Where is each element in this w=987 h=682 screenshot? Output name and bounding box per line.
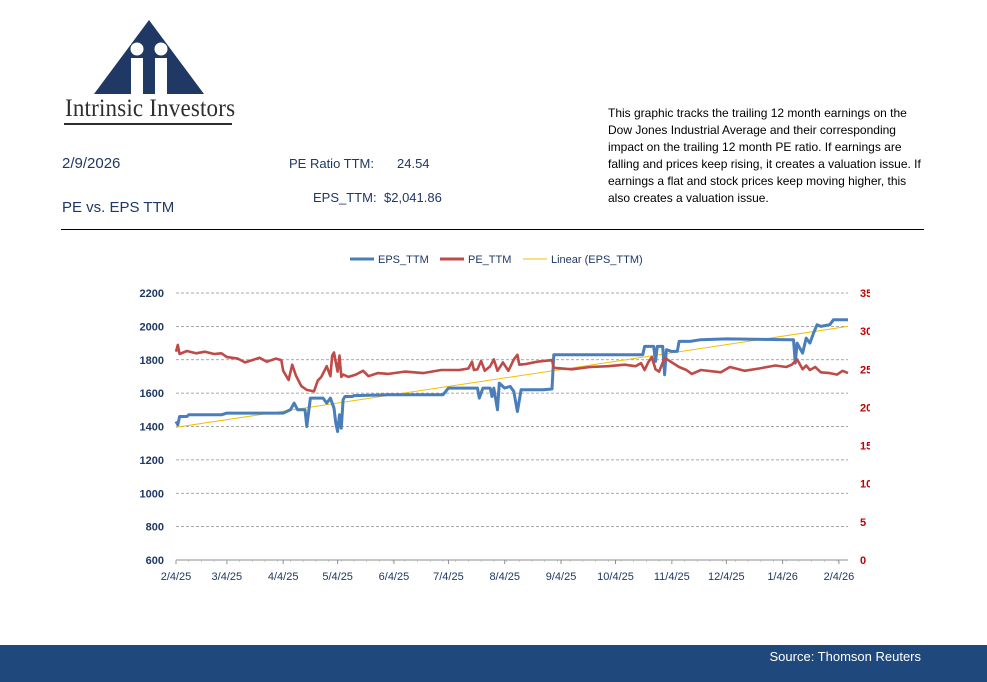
x-tick-label: 12/4/25 <box>708 571 745 583</box>
x-tick-label: 11/4/25 <box>654 571 690 583</box>
x-tick-label: 2/4/25 <box>161 571 192 583</box>
x-tick-label: 10/4/25 <box>597 571 634 583</box>
y-left-tick-label: 1200 <box>140 455 164 467</box>
y-left-tick-label: 2200 <box>140 288 164 300</box>
y-right-tick-label: 15 <box>860 441 870 453</box>
y-right-tick-label: 25 <box>860 364 870 376</box>
x-tick-label: 3/4/25 <box>212 571 243 583</box>
x-tick-label: 7/4/25 <box>433 571 464 583</box>
x-tick-label: 8/4/25 <box>489 571 520 583</box>
x-tick-label: 2/4/26 <box>824 571 855 583</box>
y-right-tick-label: 20 <box>860 402 870 414</box>
x-tick-label: 9/4/25 <box>546 571 577 583</box>
source-label: Source: Thomson Reuters <box>769 649 922 664</box>
y-left-tick-label: 1600 <box>140 388 164 400</box>
y-right-tick-label: 5 <box>860 517 866 529</box>
legend-label: Linear (EPS_TTM) <box>551 254 643 266</box>
y-left-tick-label: 1800 <box>140 355 164 367</box>
header-divider <box>61 229 924 230</box>
logo-text: Intrinsic Investors <box>65 95 236 122</box>
legend-label: PE_TTM <box>468 254 511 266</box>
x-tick-label: 1/4/26 <box>767 571 798 583</box>
pe-ratio-label: PE Ratio TTM: <box>289 156 375 171</box>
legend-label: EPS_TTM <box>378 254 429 266</box>
eps-label: EPS_TTM: <box>313 190 377 205</box>
y-right-tick-label: 0 <box>860 555 866 567</box>
footer-bar: Source: Thomson Reuters <box>0 645 987 682</box>
pe-ratio-value: 24.54 <box>397 156 430 171</box>
x-tick-label: 6/4/25 <box>379 571 410 583</box>
y-left-tick-label: 600 <box>146 555 164 567</box>
y-left-tick-label: 2000 <box>140 321 164 333</box>
intrinsic-investors-logo <box>94 20 204 94</box>
series-line-pe-ttm <box>174 343 849 393</box>
series-line-eps-ttm <box>174 318 848 433</box>
y-right-tick-label: 10 <box>860 479 870 491</box>
logo-underline <box>64 123 232 125</box>
eps-value: $2,041.86 <box>384 190 442 205</box>
pe-eps-chart: 600 800 1000 1200 1400 1600 1800 2000 2200 0 5 10 15… <box>140 254 870 583</box>
y-right-tick-label: 35 <box>860 288 870 300</box>
y-right-tick-label: 30 <box>860 326 870 338</box>
description-text: This graphic tracks the trailing 12 mont… <box>608 106 921 205</box>
y-left-tick-label: 1000 <box>140 488 164 500</box>
x-tick-label: 5/4/25 <box>322 571 353 583</box>
x-tick-label: 4/4/25 <box>268 571 299 583</box>
y-left-tick-label: 1400 <box>140 422 164 434</box>
report-date: 2/9/2026 <box>62 155 121 172</box>
report-subtitle: PE vs. EPS TTM <box>62 199 175 216</box>
y-left-tick-label: 800 <box>146 522 164 534</box>
